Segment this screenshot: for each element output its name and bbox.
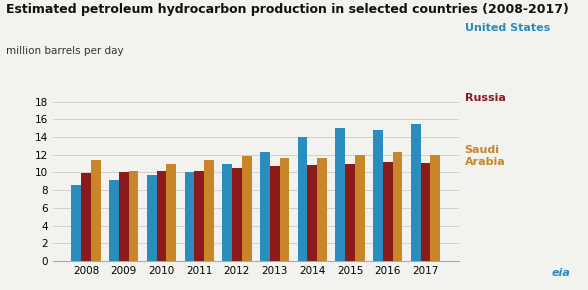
Bar	[335, 128, 345, 261]
Text: Saudi
Arabia: Saudi Arabia	[465, 145, 505, 166]
Bar	[411, 124, 420, 261]
Bar	[71, 185, 81, 261]
Bar	[204, 160, 214, 261]
Bar	[147, 175, 156, 261]
Bar	[355, 155, 365, 261]
Bar	[185, 171, 194, 261]
Bar	[222, 164, 232, 261]
Bar	[91, 160, 101, 261]
Bar	[129, 171, 139, 261]
Bar	[260, 152, 270, 261]
Text: eia: eia	[552, 269, 570, 278]
Bar	[345, 164, 355, 261]
Bar	[156, 171, 166, 261]
Bar	[420, 163, 430, 261]
Bar	[383, 162, 393, 261]
Text: million barrels per day: million barrels per day	[6, 46, 123, 56]
Bar	[232, 168, 242, 261]
Bar	[308, 165, 318, 261]
Bar	[81, 173, 91, 261]
Text: United States: United States	[465, 23, 550, 33]
Bar	[194, 171, 204, 261]
Bar	[270, 166, 279, 261]
Bar	[430, 155, 440, 261]
Text: Russia: Russia	[465, 93, 506, 103]
Bar	[279, 158, 289, 261]
Bar	[109, 180, 119, 261]
Bar	[242, 156, 252, 261]
Bar	[318, 158, 327, 261]
Bar	[166, 164, 176, 261]
Bar	[298, 137, 308, 261]
Text: Estimated petroleum hydrocarbon production in selected countries (2008-2017): Estimated petroleum hydrocarbon producti…	[6, 3, 569, 16]
Bar	[373, 130, 383, 261]
Bar	[393, 152, 402, 261]
Bar	[119, 172, 129, 261]
